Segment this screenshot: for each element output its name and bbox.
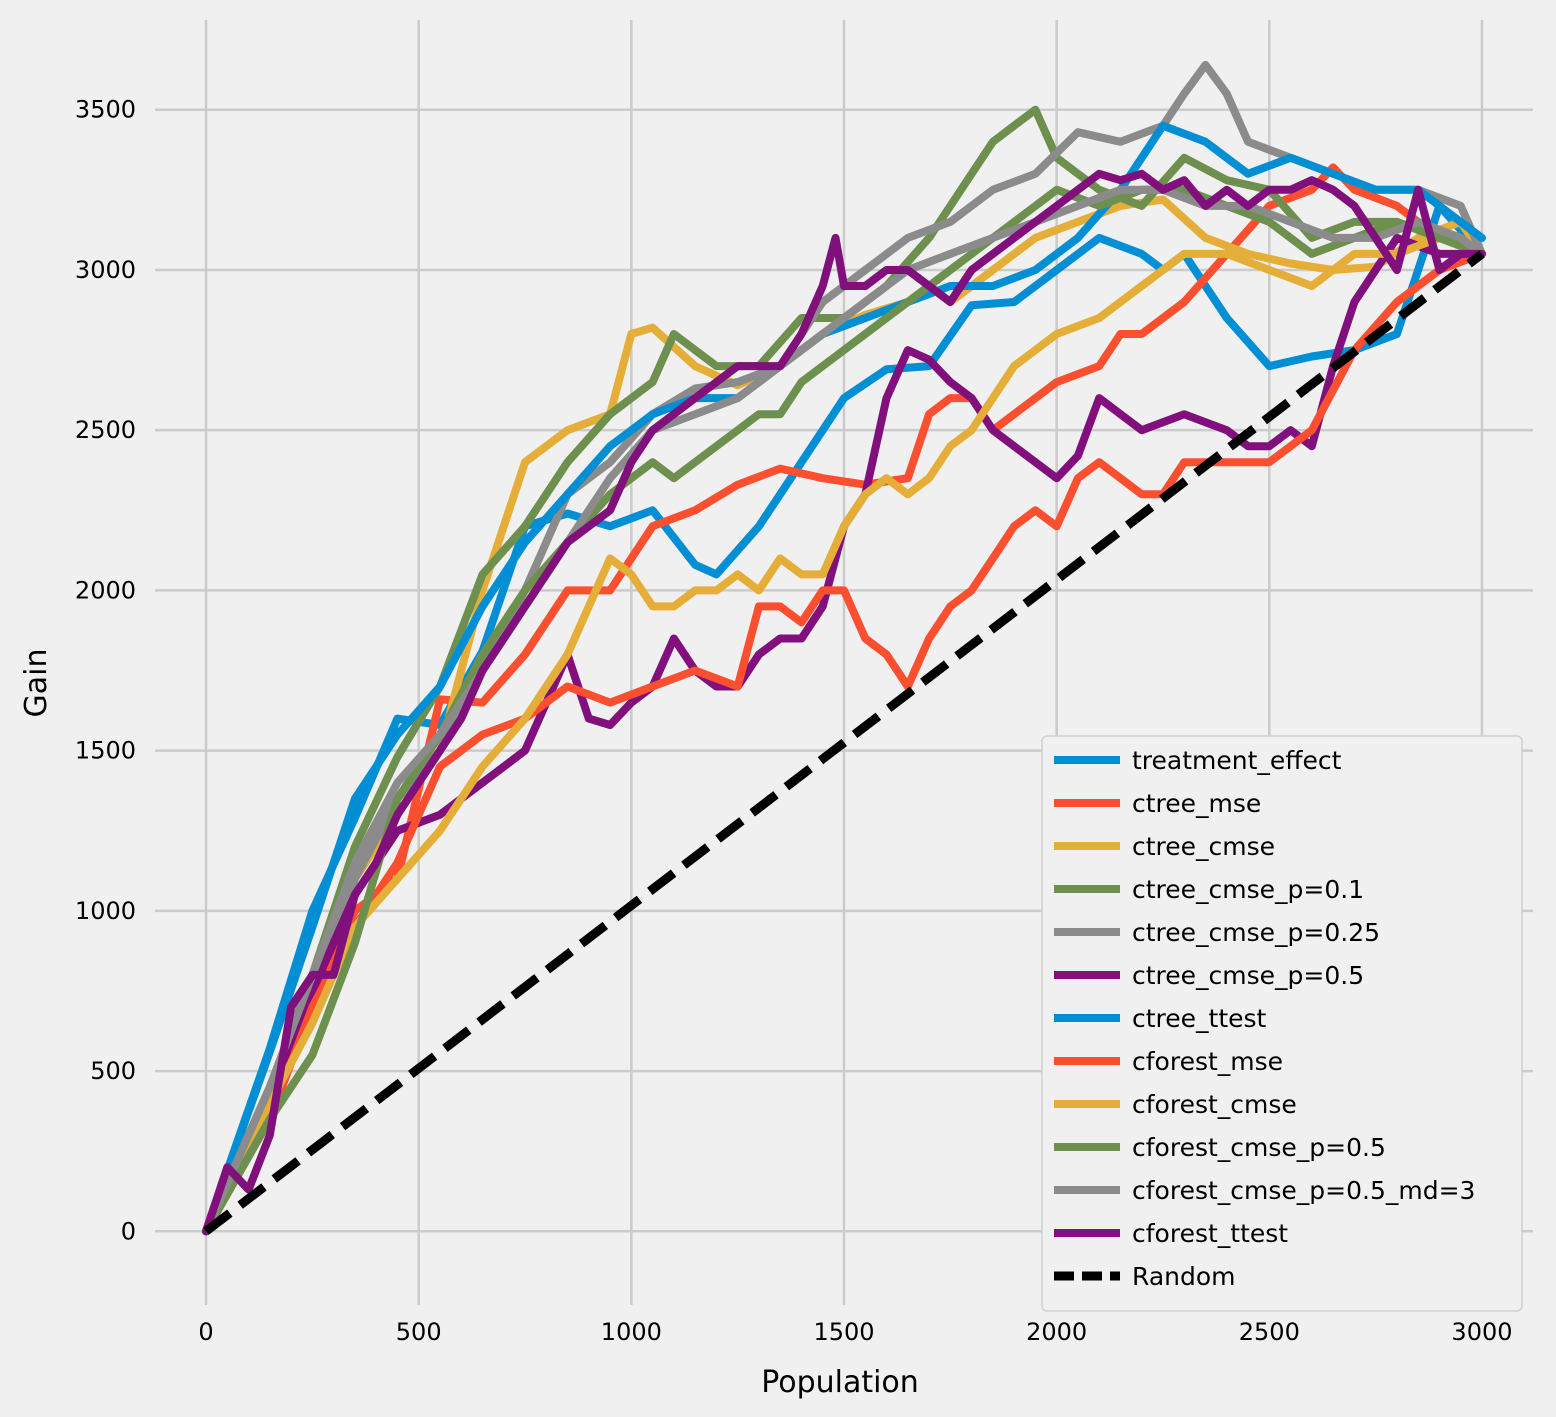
series-lines: [202, 60, 1486, 1236]
legend-label: ctree_cmse_p=0.5: [1132, 961, 1364, 990]
legend-label: cforest_cmse_p=0.5_md=3: [1132, 1176, 1475, 1205]
legend: treatment_effect ctree_mse ctree_cmsectree…: [1041, 735, 1523, 1312]
legend-box: [1041, 735, 1523, 1312]
y-tick-label: 3500: [75, 96, 136, 124]
x-tick-label: 500: [396, 1318, 442, 1346]
x-tick-label: 2500: [1239, 1318, 1300, 1346]
legend-label: cforest_cmse: [1132, 1090, 1297, 1119]
y-tick-label: 1000: [75, 897, 136, 925]
y-tick-label: 2500: [75, 416, 136, 444]
legend-label: ctree_mse: [1132, 789, 1261, 818]
y-axis-label: Gain: [19, 649, 54, 718]
legend-label: ctree_cmse_p=0.25: [1132, 918, 1380, 947]
legend-label: Random: [1132, 1262, 1236, 1291]
legend-label: ctree_cmse_p=0.1: [1132, 875, 1364, 904]
x-tick-label: 3000: [1451, 1318, 1512, 1346]
y-tick-label: 3000: [75, 256, 136, 284]
series-line-cforest-cmse-p-0-5-md-3: [202, 185, 1486, 1236]
y-tick-label: 0: [121, 1217, 136, 1245]
x-axis-label: Population: [761, 1365, 919, 1400]
x-tick-labels: 0 500 1000 1500 2000 2500 3000: [198, 1318, 1512, 1346]
series-line-random: [203, 250, 1485, 1235]
legend-label: ctree_ttest: [1132, 1004, 1267, 1033]
series-line-cforest-cmse: [202, 233, 1486, 1236]
x-tick-label: 1500: [813, 1318, 874, 1346]
series-line-ctree-ttest: [202, 121, 1486, 1236]
x-tick-label: 0: [198, 1318, 213, 1346]
y-tick-label: 1500: [75, 737, 136, 765]
series-line-cforest-ttest: [202, 169, 1486, 1236]
legend-label: treatment_effect: [1132, 746, 1342, 775]
x-tick-label: 1000: [601, 1318, 662, 1346]
series-line-ctree-cmse-p-0-5: [202, 233, 1486, 1236]
legend-label: cforest_ttest: [1132, 1219, 1288, 1248]
legend-label: cforest_mse: [1132, 1047, 1283, 1076]
y-tick-labels: 0 500 1000 1500 2000 2500 3000 3500: [75, 96, 136, 1246]
x-tick-label: 2000: [1026, 1318, 1087, 1346]
legend-label: ctree_cmse: [1132, 832, 1275, 861]
legend-label: cforest_cmse_p=0.5: [1132, 1133, 1386, 1162]
series-line-cforest-cmse-p-0-5: [202, 185, 1486, 1236]
y-tick-label: 500: [90, 1057, 136, 1085]
y-tick-label: 2000: [75, 576, 136, 604]
